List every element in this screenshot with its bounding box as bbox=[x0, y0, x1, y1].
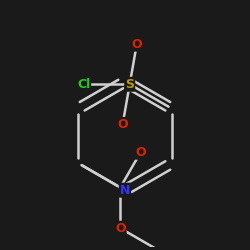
Text: N: N bbox=[120, 184, 130, 197]
Text: O: O bbox=[135, 146, 146, 159]
Text: S: S bbox=[125, 78, 134, 91]
Text: Cl: Cl bbox=[77, 78, 90, 91]
Text: O: O bbox=[115, 222, 126, 235]
Text: O: O bbox=[117, 118, 128, 131]
Text: O: O bbox=[132, 38, 142, 51]
